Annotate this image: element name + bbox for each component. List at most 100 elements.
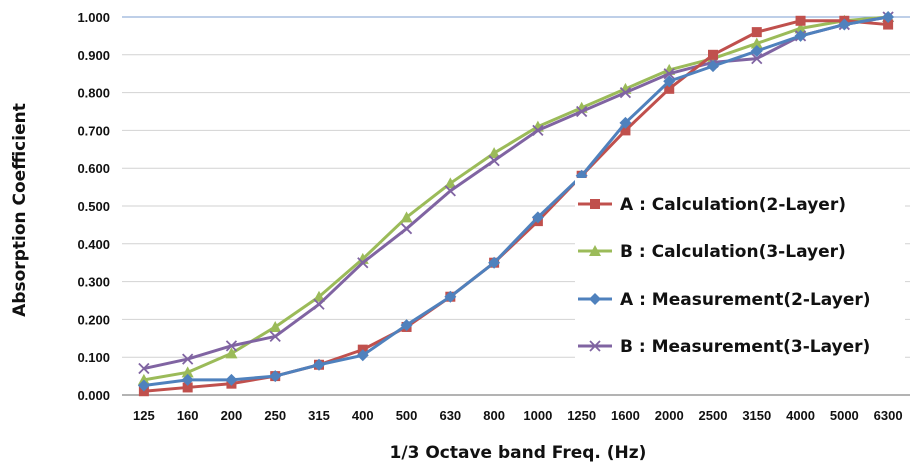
- series-3: [138, 11, 894, 375]
- x-tick-label: 200: [221, 408, 243, 423]
- y-tick-label: 0.300: [77, 275, 110, 290]
- legend-marker: [590, 199, 600, 209]
- x-tick-label: 315: [308, 408, 330, 423]
- legend-background: [575, 178, 905, 374]
- data-point: [750, 37, 763, 49]
- data-point: [488, 147, 501, 159]
- x-tick-label: 5000: [830, 408, 859, 423]
- legend-item: B : Calculation(3-Layer): [578, 242, 846, 262]
- x-tick-label: 400: [352, 408, 374, 423]
- series-line: [143, 15, 889, 382]
- legend-item: B : Measurement(3-Layer): [578, 337, 870, 357]
- legend-label: A : Calculation(2-Layer): [620, 195, 846, 215]
- data-point: [795, 15, 806, 26]
- data-point: [356, 349, 369, 362]
- data-point: [794, 29, 807, 42]
- data-point: [313, 298, 325, 310]
- y-tick-label: 0.700: [77, 123, 110, 138]
- y-tick-label: 0.200: [77, 312, 110, 327]
- y-tick-label: 0.400: [77, 237, 110, 252]
- data-point: [400, 223, 413, 235]
- y-tick-label: 0.100: [77, 350, 110, 365]
- data-point: [619, 116, 632, 129]
- data-point: [707, 60, 719, 73]
- data-point: [269, 330, 281, 343]
- x-axis-title: 1/3 Octave band Freq. (Hz): [390, 443, 647, 463]
- y-tick-label: 0.900: [77, 48, 110, 63]
- x-tick-label: 800: [483, 408, 505, 423]
- x-tick-label: 1000: [523, 408, 552, 423]
- x-tick-label: 2500: [699, 408, 728, 423]
- y-axis-title: Absorption Coefficient: [10, 103, 30, 317]
- data-point: [751, 52, 763, 65]
- data-point: [838, 18, 851, 31]
- legend: A : Calculation(2-Layer) B : Calculation(…: [578, 195, 871, 357]
- legend-item: A : Measurement(2-Layer): [578, 290, 871, 310]
- data-point: [444, 177, 457, 189]
- data-point: [400, 211, 413, 223]
- x-tick-labels: 125 160 200 250 315 400 500 630 800 1000 1250 1600 2…: [133, 408, 903, 423]
- data-point: [138, 362, 150, 375]
- legend-marker: [589, 245, 601, 256]
- data-point: [182, 353, 194, 365]
- data-point: [181, 373, 194, 386]
- data-point: [488, 155, 500, 167]
- data-point: [620, 125, 631, 136]
- y-tick-label: 0.800: [77, 86, 110, 101]
- data-point: [137, 373, 150, 385]
- data-point: [137, 379, 150, 392]
- data-point: [313, 290, 325, 302]
- y-tick-label: 0.500: [77, 199, 110, 214]
- data-point: [708, 49, 718, 60]
- data-point: [181, 366, 194, 378]
- x-tick-label: 1600: [611, 408, 640, 423]
- data-point: [663, 68, 675, 80]
- data-point: [225, 373, 238, 386]
- data-point: [882, 11, 895, 23]
- series-layer: [137, 11, 895, 397]
- data-point: [444, 185, 456, 197]
- x-tick-label: 630: [439, 408, 461, 423]
- x-tick-label: 4000: [786, 408, 815, 423]
- x-tick-label: 250: [264, 408, 286, 423]
- x-tick-label: 125: [133, 408, 155, 423]
- x-tick-label: 2000: [655, 408, 684, 423]
- data-point: [664, 83, 675, 94]
- legend-label: B : Measurement(3-Layer): [620, 337, 870, 357]
- legend-label: A : Measurement(2-Layer): [620, 290, 871, 310]
- legend-marker: [589, 340, 601, 352]
- data-point: [883, 19, 894, 30]
- data-point: [576, 105, 588, 118]
- x-tick-label: 3150: [742, 408, 771, 423]
- series-line: [143, 15, 889, 388]
- data-point: [531, 211, 544, 224]
- data-point: [444, 290, 457, 303]
- legend-marker: [589, 293, 601, 305]
- data-point: [532, 124, 544, 137]
- y-tick-label: 0.600: [77, 161, 110, 176]
- series-2: [137, 11, 895, 392]
- y-tick-label: 0.000: [77, 388, 110, 403]
- x-tick-label: 1250: [567, 408, 596, 423]
- data-point: [269, 320, 282, 332]
- data-point: [313, 358, 325, 371]
- data-point: [794, 22, 807, 34]
- y-tick-label: 1.000: [77, 10, 110, 25]
- data-point: [225, 340, 238, 352]
- x-tick-label: 6300: [874, 408, 903, 423]
- data-point: [225, 347, 238, 359]
- y-tick-labels: 0.000 0.100 0.200 0.300 0.400 0.500 0.600 0.700…: [77, 10, 110, 403]
- series-line: [143, 15, 889, 371]
- data-point: [488, 256, 501, 269]
- data-point: [663, 75, 676, 88]
- data-point: [751, 27, 762, 38]
- data-point: [750, 45, 763, 58]
- x-tick-label: 160: [177, 408, 199, 423]
- x-tick-label: 500: [396, 408, 418, 423]
- legend-item: A : Calculation(2-Layer): [578, 195, 846, 215]
- data-point: [269, 370, 282, 383]
- data-point: [400, 319, 413, 332]
- data-point: [182, 382, 193, 393]
- data-point: [619, 86, 632, 99]
